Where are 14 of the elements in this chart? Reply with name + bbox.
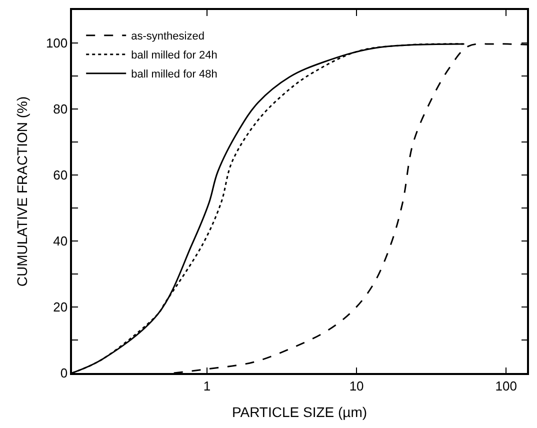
y-tick-label: 100 xyxy=(46,36,68,51)
legend-label: ball milled for 24h xyxy=(131,50,218,62)
x-tick-label: 10 xyxy=(349,378,364,394)
y-tick-label: 40 xyxy=(53,234,68,249)
y-tick-label: 60 xyxy=(53,168,68,183)
y-tick-label: 20 xyxy=(53,300,68,315)
legend-label: as-synthesized xyxy=(131,30,204,43)
legend-label: ball milled for 48h xyxy=(131,68,218,81)
y-axis-title: CUMULATIVE FRACTION (%) xyxy=(14,96,30,287)
y-tick-label: 0 xyxy=(60,366,68,381)
x-tick-label: 100 xyxy=(495,378,517,394)
y-tick-label: 80 xyxy=(53,102,68,117)
x-tick-label: 1 xyxy=(203,378,211,394)
x-axis-title: PARTICLE SIZE (µm) xyxy=(232,404,368,420)
